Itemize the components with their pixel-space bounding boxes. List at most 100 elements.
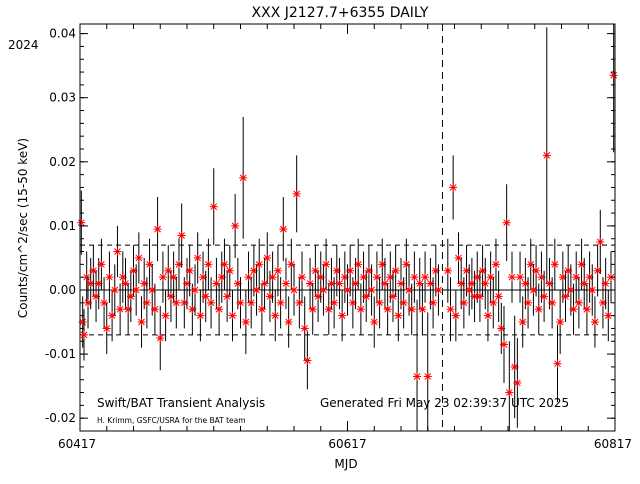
data-point <box>534 283 543 335</box>
data-point <box>113 225 122 278</box>
point-marker <box>228 311 237 320</box>
data-point <box>443 238 452 303</box>
point-marker <box>470 292 479 301</box>
point-marker <box>513 378 522 387</box>
point-marker <box>508 273 517 282</box>
point-marker <box>284 318 293 327</box>
x-tick-label: 60617 <box>328 437 366 451</box>
point-marker <box>383 305 392 314</box>
data-point <box>172 277 181 329</box>
data-point <box>548 277 557 329</box>
point-marker <box>295 298 304 307</box>
point-marker <box>459 298 468 307</box>
point-marker <box>209 202 218 211</box>
point-marker <box>524 298 533 307</box>
data-point <box>118 251 127 303</box>
data-point <box>467 257 476 310</box>
year-label: 2024 <box>8 38 39 52</box>
data-point <box>588 264 597 316</box>
point-marker <box>481 279 490 288</box>
point-marker <box>236 298 245 307</box>
point-marker <box>521 279 530 288</box>
data-point <box>553 325 562 403</box>
point-marker <box>177 231 186 240</box>
data-point <box>239 116 248 239</box>
data-point <box>513 338 522 428</box>
point-marker <box>532 266 541 275</box>
data-point <box>407 283 416 335</box>
data-point <box>276 277 285 329</box>
data-point <box>505 341 514 431</box>
data-point <box>324 283 333 335</box>
point-marker <box>367 285 376 294</box>
point-marker <box>273 266 282 275</box>
point-marker <box>84 298 93 307</box>
point-marker <box>148 285 157 294</box>
data-point <box>502 184 511 262</box>
data-point <box>311 245 320 297</box>
data-point <box>465 264 474 316</box>
y-tick-label: 0.03 <box>49 91 76 105</box>
data-point <box>483 289 492 342</box>
data-point <box>110 264 119 316</box>
point-marker <box>553 359 562 368</box>
data-point <box>322 238 331 290</box>
data-point <box>82 251 91 303</box>
point-marker <box>265 292 274 301</box>
data-point <box>609 24 618 153</box>
point-marker <box>100 298 109 307</box>
data-point <box>298 251 307 303</box>
data-point <box>590 296 599 348</box>
point-marker <box>322 260 331 269</box>
data-point <box>429 277 438 329</box>
point-marker <box>413 372 422 381</box>
data-point <box>228 289 237 342</box>
point-marker <box>105 273 114 282</box>
point-marker <box>97 260 106 269</box>
data-point <box>335 257 344 310</box>
data-point <box>263 232 272 284</box>
point-marker <box>158 273 167 282</box>
data-point <box>295 277 304 329</box>
point-marker <box>303 356 312 365</box>
data-point <box>92 270 101 323</box>
data-point <box>308 283 317 335</box>
data-point <box>241 289 250 355</box>
point-marker <box>134 253 143 262</box>
point-marker <box>212 279 221 288</box>
point-marker <box>102 324 111 333</box>
data-point <box>556 289 565 355</box>
data-point <box>169 251 178 303</box>
point-marker <box>443 266 452 275</box>
data-point <box>193 232 202 284</box>
point-marker <box>231 221 240 230</box>
data-point <box>281 257 290 310</box>
data-point <box>391 245 400 297</box>
point-marker <box>516 273 525 282</box>
data-point <box>303 331 312 390</box>
data-point <box>532 245 541 297</box>
data-point <box>215 283 224 335</box>
point-marker <box>207 298 216 307</box>
point-marker <box>467 279 476 288</box>
point-marker <box>356 305 365 314</box>
point-marker <box>279 225 288 234</box>
point-marker <box>518 318 527 327</box>
data-point <box>516 251 525 303</box>
point-marker <box>338 311 347 320</box>
point-marker <box>451 311 460 320</box>
data-point <box>338 289 347 342</box>
point-marker <box>494 292 503 301</box>
data-point <box>481 257 490 310</box>
point-marker <box>473 273 482 282</box>
point-marker <box>82 273 91 282</box>
data-point <box>413 299 422 431</box>
data-point <box>596 209 605 274</box>
data-point <box>145 238 154 290</box>
footer-credit-label: H. Krimm, GSFC/USRA for the BAT team <box>97 416 246 425</box>
point-marker <box>609 71 618 80</box>
y-tick-label: 0.04 <box>49 27 76 41</box>
y-tick-label: -0.01 <box>45 347 76 361</box>
data-point <box>494 270 503 323</box>
